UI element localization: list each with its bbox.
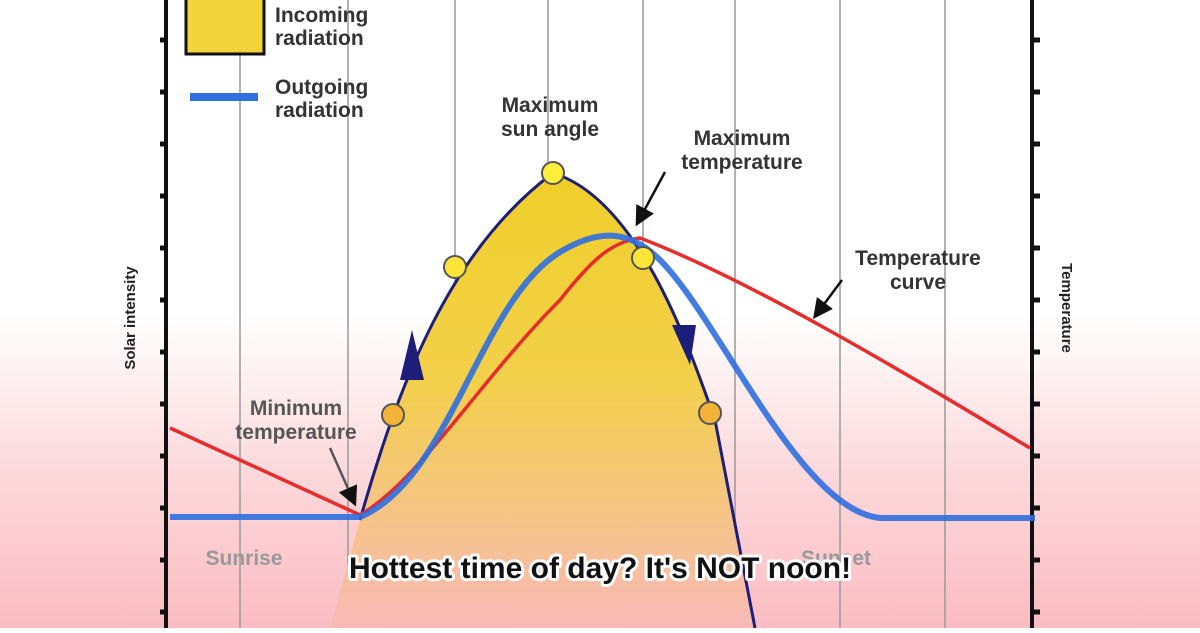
pointer	[813, 279, 844, 320]
point	[541, 161, 565, 185]
annotation: temperature	[681, 151, 802, 174]
legend-label: radiation	[275, 99, 364, 122]
direction-arrow	[400, 330, 424, 380]
point	[443, 255, 467, 279]
annotation: curve	[890, 271, 946, 294]
annotation: sun angle	[501, 118, 599, 141]
axis-ticks	[160, 37, 1040, 615]
annotation: temperature	[235, 421, 356, 444]
pointer	[328, 447, 358, 507]
pointer	[635, 171, 667, 227]
annotation: Maximum	[502, 94, 599, 117]
incoming-area	[330, 173, 755, 628]
direction-arrow	[672, 325, 696, 365]
point	[381, 403, 405, 427]
legend-label: Outgoing	[275, 76, 368, 99]
annotation: Sunrise	[205, 547, 282, 570]
annotation: Sunset	[801, 547, 871, 570]
point	[698, 401, 722, 425]
legend-label: radiation	[275, 27, 364, 50]
outgoing-curve	[170, 232, 1035, 521]
point	[631, 246, 655, 270]
annotation: Temperature	[855, 247, 981, 270]
axis-label: Solar intensity	[122, 266, 139, 370]
axis-label: Temperature	[1058, 263, 1075, 353]
legend-label: Incoming	[275, 4, 368, 27]
annotation: Minimum	[250, 397, 342, 420]
annotation: Maximum	[694, 127, 791, 150]
legend-swatch	[184, 0, 266, 56]
sun-points	[381, 161, 722, 427]
caption: Hottest time of day? It's NOT noon!	[349, 552, 851, 585]
